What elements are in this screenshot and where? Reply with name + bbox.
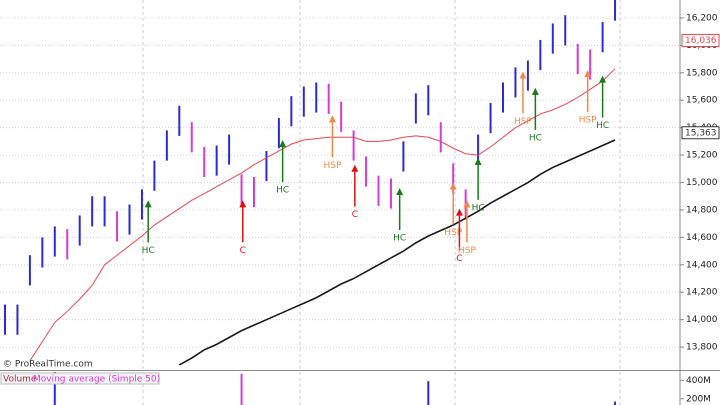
signal-arrowhead [599, 75, 607, 83]
price-label: 16,036 [685, 36, 717, 46]
signal-label: HC [596, 121, 609, 131]
signal-arrowhead [531, 87, 539, 95]
y-tick-label: 15,200 [686, 151, 718, 161]
signal-label: C [456, 254, 462, 264]
copyright: © ProRealTime.com [3, 360, 93, 370]
signal-arrowhead [396, 188, 404, 196]
signal-label: C [352, 210, 358, 220]
price-label-box [681, 33, 720, 47]
signal-arrowhead [449, 182, 457, 190]
signal-label: HSP [458, 246, 476, 256]
y-tick-label: 14,200 [686, 288, 718, 298]
y-tick-label: 14,000 [686, 315, 718, 325]
y-tick-label: 16,200 [686, 13, 718, 23]
y-tick-label: 15,000 [686, 178, 718, 188]
y-tick-label: 13,800 [686, 343, 718, 353]
time-grid [142, 0, 621, 405]
moving-average [178, 139, 616, 366]
signal-arrowhead [474, 157, 482, 165]
signal-arrowhead [328, 115, 336, 123]
signal-arrowhead [463, 200, 471, 208]
volume-tick-label: 400M [686, 376, 711, 386]
y-tick-label: 15,800 [686, 68, 718, 78]
y-tick-label: 15,600 [686, 96, 718, 106]
signal-arrowhead [351, 164, 359, 172]
signal-arrowhead [144, 200, 152, 208]
signal-arrowhead [455, 208, 463, 216]
volume-legend: Volume [3, 375, 37, 385]
signal-label: HSP [579, 116, 597, 126]
volume-legend-box [0, 372, 160, 385]
signal-arrowhead [519, 71, 527, 79]
signal-label: HC [142, 246, 155, 256]
signal-label: C [240, 246, 246, 256]
y-tick-label: 14,400 [686, 260, 718, 270]
signal-label: HSP [514, 117, 532, 127]
y-tick-label: 14,600 [686, 233, 718, 243]
signal-label: HC [472, 203, 485, 213]
signal-label: HC [529, 133, 542, 143]
signal-arrowhead [279, 140, 287, 148]
signal-arrowhead [584, 70, 592, 78]
signal-label: HC [393, 234, 406, 244]
price-label: 15,363 [685, 128, 717, 138]
price-axis: 13,800 14,000 14,200 14,400 14,600 14,800 15,0… [680, 13, 720, 404]
signal-label: HSP [323, 161, 341, 171]
signal-label: HC [276, 186, 289, 196]
y-tick-label: 14,800 [686, 205, 718, 215]
volume-tick-label: 200M [686, 394, 711, 404]
signal-arrowhead [239, 200, 247, 208]
moving-average [29, 68, 616, 362]
price-label-box [681, 126, 720, 140]
volume-legend: Moving average (Simple 50) [33, 375, 160, 385]
signal-label: HSP [444, 228, 462, 238]
